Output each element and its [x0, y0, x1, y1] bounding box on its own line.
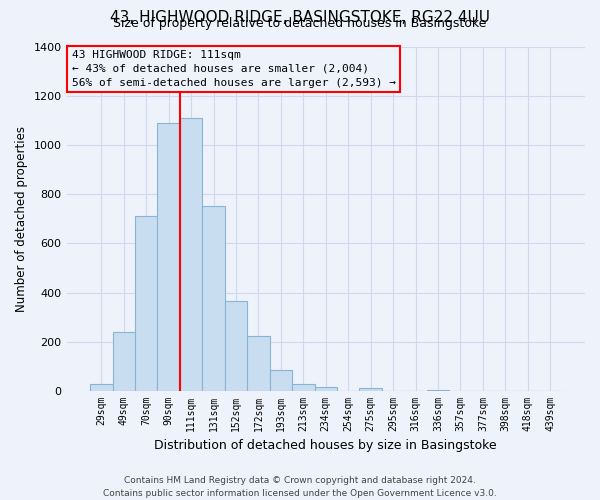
Bar	[427, 390, 449, 391]
Bar	[247, 336, 269, 391]
Bar	[292, 384, 314, 391]
X-axis label: Distribution of detached houses by size in Basingstoke: Distribution of detached houses by size …	[154, 440, 497, 452]
Bar	[359, 388, 382, 391]
Bar	[202, 206, 225, 391]
Text: Size of property relative to detached houses in Basingstoke: Size of property relative to detached ho…	[113, 18, 487, 30]
Bar	[269, 370, 292, 391]
Y-axis label: Number of detached properties: Number of detached properties	[15, 126, 28, 312]
Bar	[90, 384, 113, 391]
Bar	[157, 123, 180, 391]
Bar	[314, 388, 337, 391]
Bar	[225, 301, 247, 391]
Bar	[113, 332, 135, 391]
Text: 43 HIGHWOOD RIDGE: 111sqm
← 43% of detached houses are smaller (2,004)
56% of se: 43 HIGHWOOD RIDGE: 111sqm ← 43% of detac…	[72, 50, 396, 88]
Bar	[135, 216, 157, 391]
Text: 43, HIGHWOOD RIDGE, BASINGSTOKE, RG22 4UU: 43, HIGHWOOD RIDGE, BASINGSTOKE, RG22 4U…	[110, 10, 490, 25]
Bar	[180, 118, 202, 391]
Text: Contains HM Land Registry data © Crown copyright and database right 2024.
Contai: Contains HM Land Registry data © Crown c…	[103, 476, 497, 498]
